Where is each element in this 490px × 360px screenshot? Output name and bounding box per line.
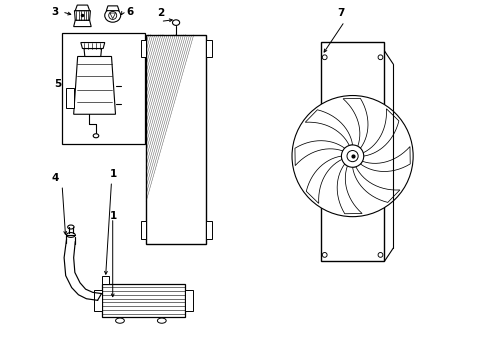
Polygon shape [353,167,400,202]
Polygon shape [206,40,212,57]
Text: 1: 1 [110,211,117,221]
Polygon shape [102,276,109,284]
Polygon shape [66,88,74,108]
Ellipse shape [93,134,99,138]
Text: 6: 6 [126,7,134,17]
Text: 3: 3 [51,7,59,17]
Circle shape [342,145,364,167]
Polygon shape [295,141,344,166]
Ellipse shape [157,318,166,323]
Bar [62,32,146,144]
Text: 7: 7 [337,8,344,18]
Polygon shape [110,13,116,19]
Polygon shape [84,49,101,57]
Circle shape [322,55,327,60]
Polygon shape [74,11,90,20]
Polygon shape [361,147,410,171]
Polygon shape [363,109,399,156]
Polygon shape [94,290,101,311]
Text: 2: 2 [157,8,164,18]
Polygon shape [141,221,146,239]
Polygon shape [74,57,116,114]
Polygon shape [185,290,193,311]
Polygon shape [74,20,91,27]
Circle shape [322,252,327,257]
Ellipse shape [105,9,121,22]
Polygon shape [206,221,212,239]
Polygon shape [337,164,362,214]
Circle shape [347,150,358,162]
Polygon shape [141,40,146,57]
Circle shape [378,252,383,257]
Ellipse shape [116,318,124,323]
Polygon shape [305,110,353,145]
Circle shape [109,12,117,19]
Ellipse shape [67,233,75,237]
Bar [321,42,385,261]
Polygon shape [106,6,119,11]
Polygon shape [306,156,342,203]
Polygon shape [81,42,105,49]
Polygon shape [75,5,90,11]
Bar [146,35,206,244]
Polygon shape [343,98,368,148]
Text: 1: 1 [110,169,117,179]
Circle shape [378,55,383,60]
Bar [101,284,185,318]
Ellipse shape [172,20,180,26]
Circle shape [292,95,413,217]
Text: 4: 4 [51,173,59,183]
Ellipse shape [68,225,74,229]
Text: 5: 5 [54,79,61,89]
